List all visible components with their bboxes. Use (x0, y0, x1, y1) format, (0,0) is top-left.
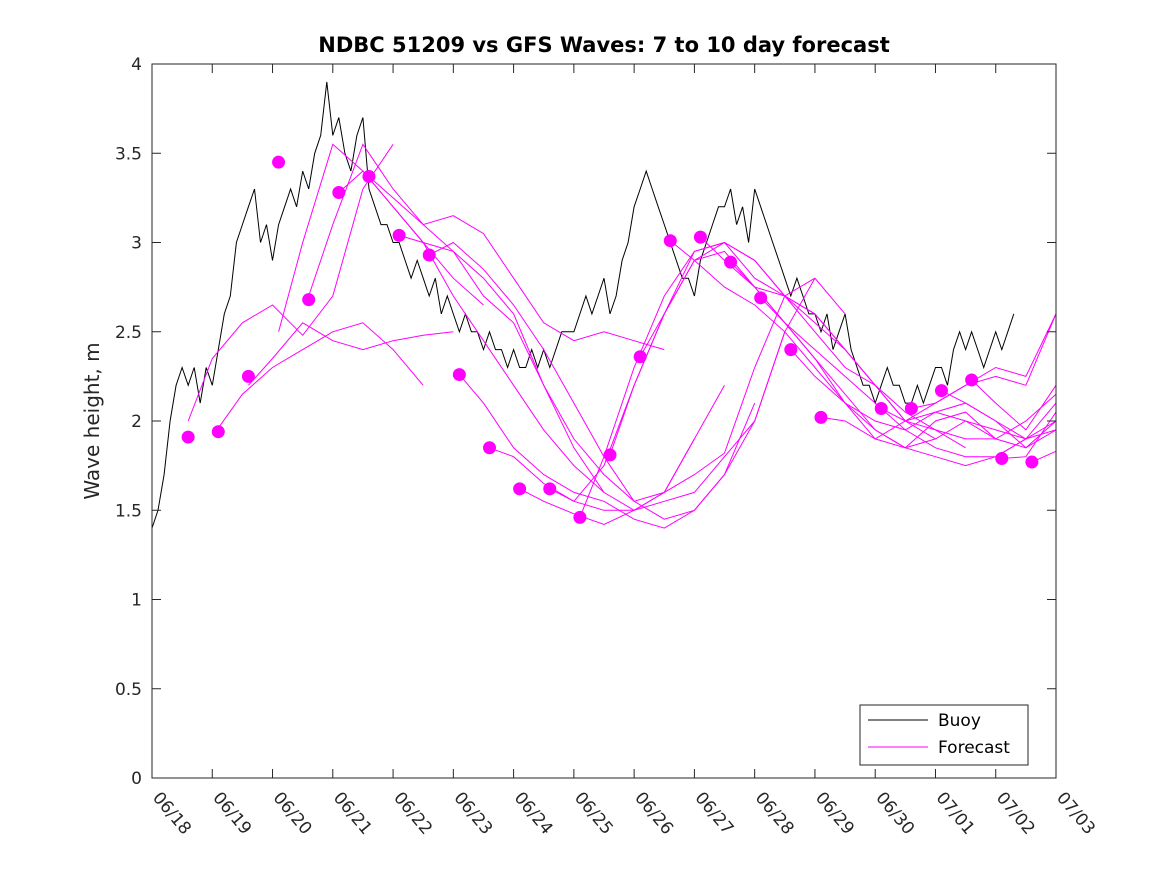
forecast-marker (633, 350, 647, 364)
forecast-marker (814, 410, 828, 424)
legend: Buoy Forecast (859, 704, 1029, 766)
x-tick-label: 06/22 (389, 788, 436, 838)
forecast-series-line-8 (398, 234, 725, 502)
y-tick-label: 2.5 (115, 323, 142, 343)
x-tick-label: 06/29 (811, 788, 858, 838)
forecast-series-line-5 (308, 143, 665, 351)
x-tick-label: 07/02 (992, 788, 1039, 838)
forecast-series-line-6 (338, 170, 605, 493)
y-axis-label: Wave height, m (80, 342, 104, 499)
x-tick-label: 06/19 (208, 788, 255, 838)
forecast-series-line-2 (217, 322, 424, 429)
forecast-marker (543, 482, 557, 496)
forecast-series-line-22 (820, 393, 1057, 440)
x-tick-label: 06/21 (329, 788, 376, 838)
y-tick-label: 0 (131, 769, 142, 789)
forecast-marker (513, 482, 527, 496)
forecast-marker (663, 234, 677, 248)
legend-box (859, 704, 1029, 766)
forecast-series-line-21 (790, 349, 1057, 449)
y-tick-label: 0.5 (115, 680, 142, 700)
chart-title: NDBC 51209 vs GFS Waves: 7 to 10 day for… (318, 33, 889, 57)
forecast-marker (874, 402, 888, 416)
x-tick-label: 06/24 (510, 788, 557, 838)
x-tick-label: 06/20 (269, 788, 316, 838)
forecast-marker (965, 373, 979, 387)
forecast-marker (241, 369, 255, 383)
y-tick-label: 2 (131, 412, 142, 432)
y-tick-label: 3 (131, 234, 142, 254)
forecast-marker (693, 230, 707, 244)
forecast-marker (392, 228, 406, 242)
forecast-marker (272, 155, 286, 169)
forecast-marker (784, 343, 798, 357)
y-tick-label: 3.5 (115, 144, 142, 164)
y-tick-label: 1 (131, 591, 142, 611)
forecast-marker (211, 425, 225, 439)
forecast-marker (934, 384, 948, 398)
forecast-marker (904, 402, 918, 416)
forecast-marker (724, 255, 738, 269)
forecast-marker (754, 291, 768, 305)
x-tick-label: 06/26 (630, 788, 677, 838)
y-tick-label: 4 (131, 55, 142, 75)
forecast-marker (603, 448, 617, 462)
forecast-marker (1025, 455, 1039, 469)
forecast-marker (482, 441, 496, 455)
forecast-marker (362, 169, 376, 183)
x-tick-label: 07/03 (1052, 788, 1099, 838)
forecast-marker (332, 186, 346, 200)
forecast-series-line-11 (489, 277, 816, 511)
x-tick-label: 07/01 (932, 788, 979, 838)
x-tick-label: 06/18 (148, 788, 195, 838)
x-tick-label: 06/28 (751, 788, 798, 838)
x-tick-label: 06/25 (570, 788, 617, 838)
forecast-series-line-13 (549, 241, 876, 502)
forecast-series-line-26 (971, 379, 1057, 431)
legend-forecast-label: Forecast (938, 738, 1010, 758)
forecast-marker (452, 368, 466, 382)
forecast-series-line-1 (187, 144, 394, 422)
y-tick-label: 1.5 (115, 501, 142, 521)
x-tick-label: 06/27 (691, 788, 738, 838)
forecast-marker (573, 510, 587, 524)
forecast-series-line-27 (1001, 411, 1057, 459)
forecast-marker (422, 248, 436, 262)
forecast-marker (995, 451, 1009, 465)
forecast-series-line-12 (519, 277, 846, 526)
legend-buoy-label: Buoy (938, 711, 981, 731)
x-tick-label: 06/30 (871, 788, 918, 838)
data-traces (151, 81, 1057, 529)
forecast-marker (302, 293, 316, 307)
buoy-series-line (151, 81, 1015, 529)
x-tick-label: 06/23 (450, 788, 497, 838)
forecast-series-line-24 (911, 313, 1057, 409)
forecast-series-line-3 (248, 322, 454, 386)
forecast-marker (181, 430, 195, 444)
